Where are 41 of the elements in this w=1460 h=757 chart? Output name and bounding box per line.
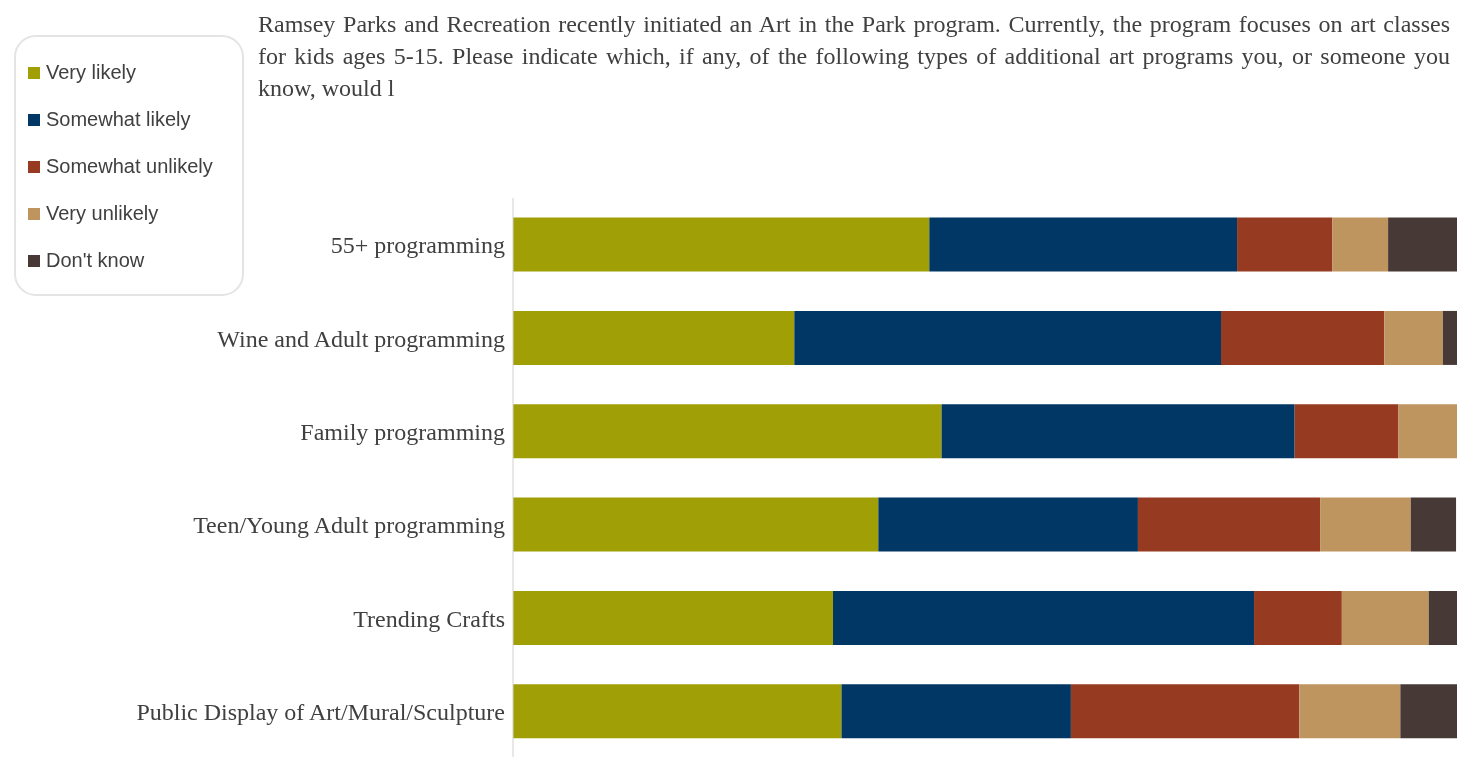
y-tick-label: Wine and Adult programming [217, 325, 505, 352]
bar [1410, 497, 1457, 552]
legend-label: Don't know [46, 249, 145, 272]
bar [1388, 217, 1457, 272]
bar [513, 684, 842, 739]
bar [1398, 404, 1457, 459]
bar [1299, 684, 1401, 739]
bar [1294, 404, 1399, 459]
legend-label: Somewhat unlikely [46, 155, 213, 178]
legend-label: Somewhat likely [46, 108, 191, 131]
bar [1384, 310, 1443, 365]
bar [1137, 497, 1321, 552]
y-tick-label: Trending Crafts [353, 605, 505, 632]
bar [1221, 310, 1385, 365]
bar [1332, 217, 1389, 272]
y-tick-label: 55+ programming [330, 232, 505, 259]
bar [1237, 217, 1333, 272]
y-tick-label: Public Display of Art/Mural/Sculpture [136, 698, 505, 725]
bar [1320, 497, 1411, 552]
bar [513, 310, 795, 365]
bar [941, 404, 1295, 459]
y-tick-label: Family programming [300, 418, 505, 445]
bar [1254, 590, 1342, 645]
bar [513, 497, 879, 552]
bar [1400, 684, 1457, 739]
bar [833, 590, 1255, 645]
bar [1428, 590, 1457, 645]
chart-title: Ramsey Parks and Recreation recently initiated an Art in the Park program. Currently, the program focuses on art classes for kids ages 5-15. Please indicate which, if any, of the following types of additional art programs you, or someone you know, would l [258, 10, 1450, 103]
bar [513, 217, 930, 272]
bar [513, 590, 834, 645]
bar [1070, 684, 1300, 739]
legend-label: Very likely [46, 61, 137, 84]
bar [929, 217, 1238, 272]
y-tick-label: Teen/Young Adult programming [193, 512, 505, 539]
bar [794, 310, 1221, 365]
bar [1442, 310, 1457, 365]
bar [1341, 590, 1429, 645]
legend-label: Very unlikely [46, 202, 159, 225]
bar [841, 684, 1071, 739]
bar [513, 404, 942, 459]
bar [878, 497, 1138, 552]
